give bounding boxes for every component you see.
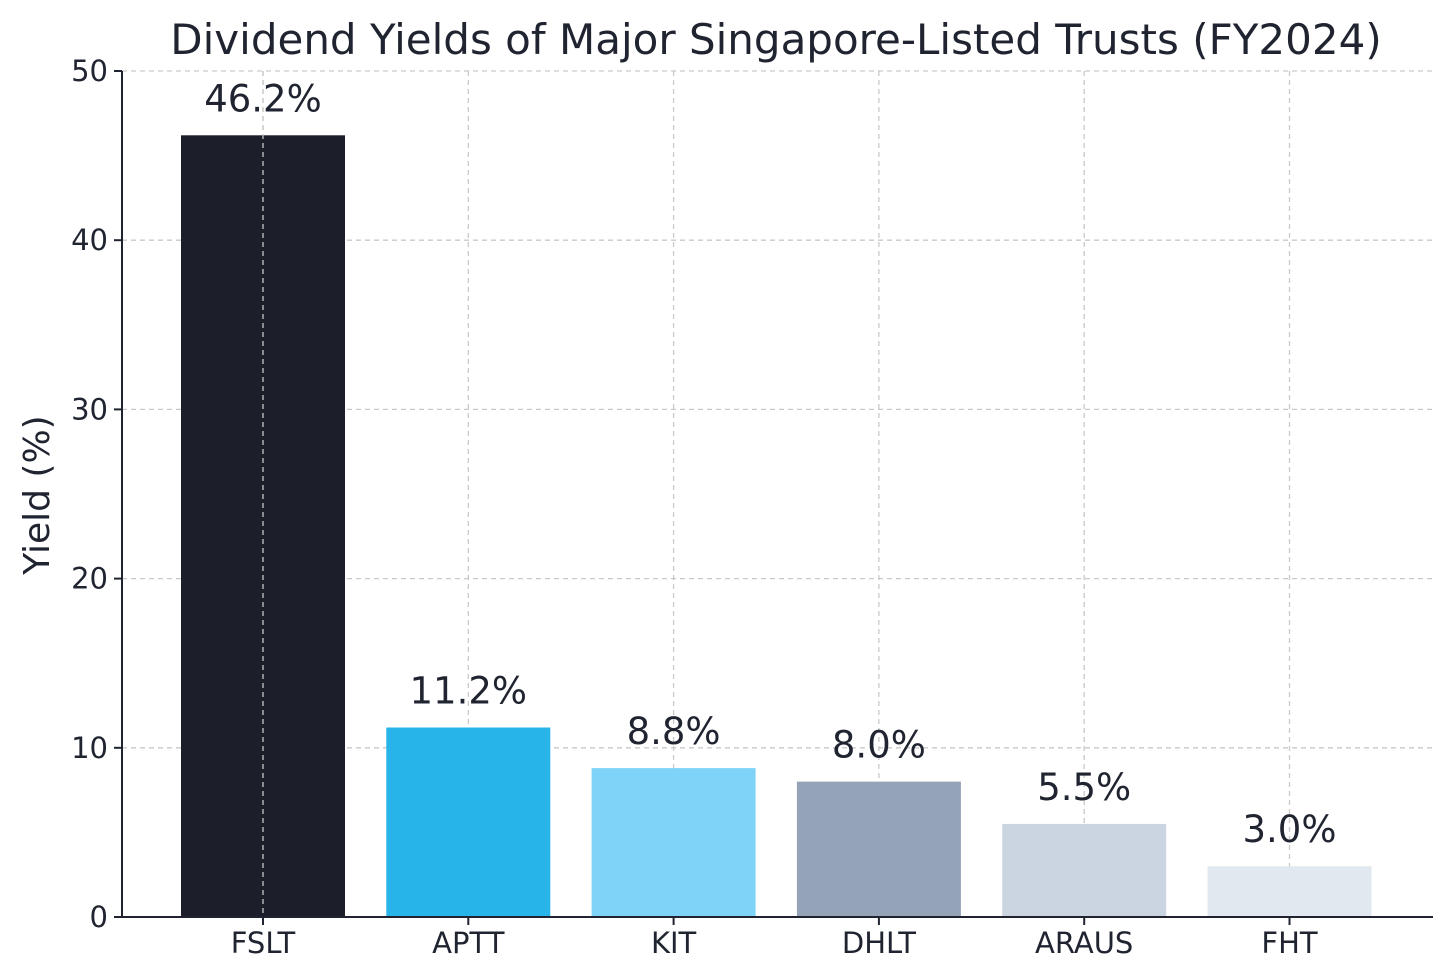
data-label: 11.2% xyxy=(410,669,528,712)
x-tick-label: APTT xyxy=(432,926,505,960)
data-label: 46.2% xyxy=(204,77,322,120)
data-labels: 46.2% 11.2% 8.8% 8.0% 5.5% 3.0% xyxy=(204,77,1336,851)
x-tick-label: FHT xyxy=(1261,926,1317,960)
axes: 0 10 20 30 40 50 FSLT APTT KIT DHLT ARAUS FHT xyxy=(71,54,1433,960)
data-label: 5.5% xyxy=(1037,766,1131,809)
bar-fht xyxy=(1207,866,1372,917)
bar-dhlt xyxy=(796,781,961,917)
y-tick-label: 50 xyxy=(71,54,108,88)
bar-kit xyxy=(591,768,756,917)
data-label: 8.8% xyxy=(627,710,721,753)
bars xyxy=(181,71,1372,917)
x-tick-label: DHLT xyxy=(842,926,916,960)
y-tick-label: 30 xyxy=(71,392,108,426)
y-tick-label: 0 xyxy=(90,900,108,934)
y-tick-label: 40 xyxy=(71,223,108,257)
x-tick-label: KIT xyxy=(651,926,697,960)
x-tick-label: FSLT xyxy=(231,926,296,960)
y-axis-label: Yield (%) xyxy=(17,415,58,575)
data-label: 8.0% xyxy=(832,724,926,767)
y-tick-label: 10 xyxy=(71,731,108,765)
bar-araus xyxy=(1002,823,1167,917)
chart-title: Dividend Yields of Major Singapore-Liste… xyxy=(170,15,1381,64)
x-tick-label: ARAUS xyxy=(1035,926,1133,960)
y-tick-label: 20 xyxy=(71,562,108,596)
data-label: 3.0% xyxy=(1243,808,1337,851)
bar-aptt xyxy=(386,727,551,917)
